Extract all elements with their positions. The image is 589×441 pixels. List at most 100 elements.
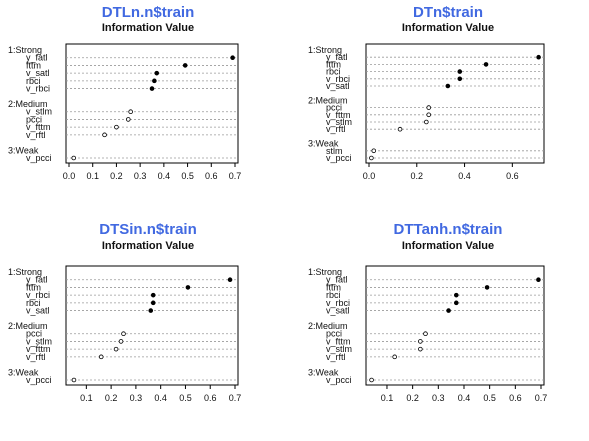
data-point-filled (152, 78, 157, 84)
row-label: v_rftl (326, 352, 346, 362)
chart-title: DTLn.n$train (102, 4, 195, 21)
data-point-filled (457, 76, 463, 82)
chart-title: DTSin.n$train (99, 221, 197, 238)
data-point-filled (453, 292, 459, 298)
x-tick-label: 0.0 (63, 171, 76, 181)
row-label: v_pcci (326, 153, 352, 163)
row-label: v_rftl (26, 130, 46, 140)
row-label: v_satl (26, 68, 50, 78)
group-label: 2:Medium (308, 95, 348, 105)
chart-subtitle: Information Value (102, 240, 194, 252)
x-tick-label: 0.4 (458, 171, 471, 181)
row-label: v_stlm (26, 336, 52, 346)
group-label: 1:Strong (308, 45, 342, 55)
x-tick-label: 0.2 (411, 171, 424, 181)
data-point-open (371, 148, 377, 154)
row-label: v_fttm (326, 336, 351, 346)
x-tick-label: 0.4 (458, 393, 471, 403)
x-tick-label: 0.4 (158, 171, 171, 181)
data-point-filled (445, 83, 451, 89)
group-label: 2:Medium (308, 321, 348, 331)
row-label: v_satl (326, 81, 350, 91)
data-point-open (113, 346, 119, 352)
row-label: v_rftl (26, 352, 46, 362)
data-point-filled (446, 308, 451, 313)
chart-subtitle: Information Value (402, 22, 494, 34)
data-point-filled (150, 292, 156, 298)
row-label: y_fatl (326, 52, 348, 62)
x-tick-label: 0.5 (181, 171, 194, 181)
data-point-filled (536, 54, 541, 60)
group-label: 1:Strong (8, 267, 42, 277)
data-point-filled (149, 86, 155, 91)
row-label: v_rbci (326, 298, 350, 308)
data-point-open (71, 377, 77, 383)
row-label: rbci (26, 76, 41, 86)
group-label: 1:Strong (8, 45, 42, 55)
data-point-filled (182, 63, 188, 68)
data-point-open (125, 117, 131, 122)
row-label: v_satl (26, 306, 50, 316)
data-point-filled (453, 300, 459, 306)
row-label: v_rbci (26, 290, 50, 300)
data-point-filled (483, 62, 489, 67)
x-tick-label: 0.5 (483, 393, 496, 403)
x-tick-label: 0.3 (130, 393, 143, 403)
x-tick-label: 0.7 (229, 393, 242, 403)
data-point-open (397, 126, 403, 132)
row-label: v_stlm (326, 117, 352, 127)
data-point-open (424, 119, 429, 125)
group-label: 3:Weak (8, 367, 39, 377)
x-tick-label: 0.3 (432, 393, 445, 403)
row-label: fttm (26, 60, 41, 70)
row-label: rbci (326, 67, 341, 77)
x-tick-label: 0.2 (110, 171, 123, 181)
row-label: v_pcci (26, 375, 52, 385)
data-point-open (102, 132, 107, 138)
chart-title: DTTanh.n$train (394, 221, 503, 238)
row-label: v_fttm (326, 110, 351, 120)
group-label: 1:Strong (308, 267, 342, 277)
x-tick-label: 0.6 (509, 393, 522, 403)
data-point-open (114, 124, 119, 130)
data-point-open (426, 105, 432, 110)
data-point-filled (150, 300, 156, 306)
x-tick-label: 0.1 (86, 171, 99, 181)
data-point-open (426, 112, 432, 118)
group-label: 3:Weak (308, 139, 339, 149)
row-label: v_stlm (26, 107, 52, 117)
x-tick-label: 0.4 (154, 393, 167, 403)
group-label: 3:Weak (308, 367, 339, 377)
data-point-filled (154, 70, 160, 76)
row-label: v_pcci (326, 375, 352, 385)
x-tick-label: 0.6 (204, 393, 217, 403)
row-label: pcci (26, 114, 42, 124)
x-tick-label: 0.0 (363, 171, 376, 181)
x-tick-label: 0.6 (506, 171, 519, 181)
row-label: y_fatl (326, 275, 348, 285)
row-label: v_rbci (26, 84, 50, 94)
chart-subtitle: Information Value (402, 240, 494, 252)
row-label: y_fatl (26, 53, 48, 63)
data-point-filled (457, 69, 463, 74)
data-point-filled (230, 55, 235, 61)
row-label: y_fatl (26, 275, 48, 285)
data-point-filled (227, 277, 233, 283)
row-label: pcci (26, 329, 42, 339)
x-tick-label: 0.1 (381, 393, 394, 403)
row-label: v_rftl (326, 124, 346, 134)
data-point-open (392, 354, 397, 360)
data-point-open (418, 346, 423, 352)
data-point-open (423, 331, 428, 337)
data-point-open (369, 377, 374, 383)
row-label: fttm (326, 59, 341, 69)
x-tick-label: 0.5 (179, 393, 192, 403)
plot-frame (65, 265, 239, 386)
data-point-filled (185, 285, 191, 290)
group-label: 3:Weak (8, 145, 39, 155)
data-point-open (71, 155, 77, 161)
row-label: v_rbci (326, 74, 350, 84)
x-tick-label: 0.7 (535, 393, 548, 403)
x-tick-label: 0.6 (205, 171, 218, 181)
